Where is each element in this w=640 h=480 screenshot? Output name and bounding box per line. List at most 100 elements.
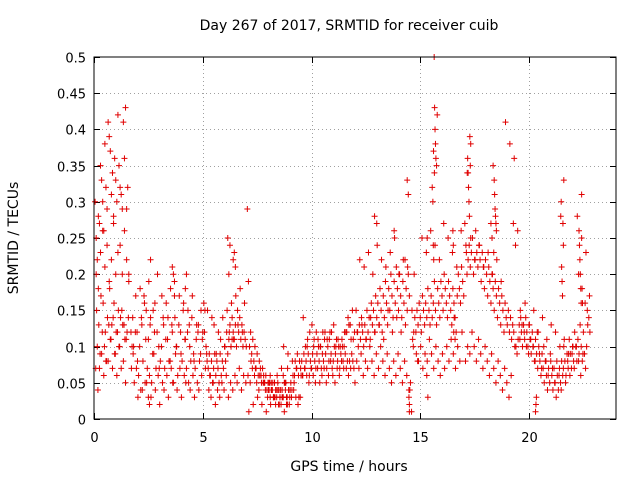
data-point xyxy=(440,307,447,314)
data-point xyxy=(514,350,521,357)
data-point xyxy=(418,329,425,336)
data-point xyxy=(363,336,370,343)
data-point xyxy=(536,350,543,357)
data-point xyxy=(356,256,363,263)
data-point xyxy=(439,350,446,357)
data-point xyxy=(261,379,268,386)
data-point xyxy=(171,314,178,321)
data-point xyxy=(259,365,266,372)
data-point xyxy=(517,307,524,314)
data-point xyxy=(94,256,101,263)
data-point xyxy=(546,379,553,386)
data-point xyxy=(195,387,202,394)
data-point xyxy=(574,213,581,220)
data-point xyxy=(406,387,413,394)
data-point xyxy=(374,242,381,249)
data-point xyxy=(369,271,376,278)
data-point xyxy=(377,343,384,350)
data-point xyxy=(395,350,402,357)
data-point xyxy=(258,401,265,408)
data-point xyxy=(486,278,493,285)
data-point xyxy=(169,263,176,270)
data-point xyxy=(360,343,367,350)
data-point xyxy=(484,358,491,365)
data-point xyxy=(130,350,137,357)
data-point xyxy=(169,379,176,386)
data-point xyxy=(582,249,589,256)
data-point xyxy=(193,336,200,343)
data-point xyxy=(114,329,121,336)
data-point xyxy=(571,329,578,336)
data-point xyxy=(466,350,473,357)
data-point xyxy=(485,263,492,270)
data-point xyxy=(552,329,559,336)
data-point xyxy=(256,372,263,379)
data-point xyxy=(174,387,181,394)
data-point xyxy=(451,314,458,321)
data-point xyxy=(241,300,248,307)
chart-title: Day 267 of 2017, SRMTID for receiver cui… xyxy=(200,18,499,34)
data-point xyxy=(456,358,463,365)
data-point xyxy=(428,292,435,299)
data-point xyxy=(234,307,241,314)
data-point xyxy=(99,198,106,205)
data-point xyxy=(233,343,240,350)
data-point xyxy=(152,365,159,372)
data-point xyxy=(268,387,275,394)
data-point xyxy=(186,343,193,350)
data-point xyxy=(433,321,440,328)
data-point xyxy=(327,358,334,365)
data-point xyxy=(492,278,499,285)
data-point xyxy=(578,191,585,198)
data-point xyxy=(136,343,143,350)
data-point xyxy=(154,271,161,278)
data-point xyxy=(560,242,567,249)
data-point xyxy=(109,365,116,372)
data-point xyxy=(430,148,437,155)
data-point xyxy=(231,249,238,256)
data-point xyxy=(263,408,270,415)
data-point xyxy=(98,177,105,184)
data-point xyxy=(490,249,497,256)
data-point xyxy=(445,358,452,365)
data-point xyxy=(380,292,387,299)
data-point xyxy=(441,271,448,278)
data-point xyxy=(100,372,107,379)
data-point xyxy=(435,358,442,365)
data-point xyxy=(316,379,323,386)
data-point xyxy=(225,271,232,278)
data-point xyxy=(577,321,584,328)
data-point xyxy=(123,206,130,213)
data-point xyxy=(107,148,114,155)
data-point xyxy=(431,169,438,176)
data-point xyxy=(450,300,457,307)
data-point xyxy=(373,314,380,321)
data-point xyxy=(430,256,437,263)
data-point xyxy=(371,213,378,220)
data-point xyxy=(490,162,497,169)
data-point xyxy=(341,329,348,336)
data-point xyxy=(101,140,108,147)
data-point xyxy=(324,336,331,343)
data-point xyxy=(393,263,400,270)
data-point xyxy=(250,401,257,408)
data-point xyxy=(371,372,378,379)
data-point xyxy=(289,358,296,365)
data-point xyxy=(222,358,229,365)
data-point xyxy=(549,365,556,372)
data-point xyxy=(205,387,212,394)
data-point xyxy=(189,292,196,299)
data-point xyxy=(365,329,372,336)
data-point xyxy=(190,350,197,357)
data-point xyxy=(218,379,225,386)
data-point xyxy=(247,329,254,336)
data-point xyxy=(329,365,336,372)
data-point xyxy=(132,292,139,299)
data-point xyxy=(156,401,163,408)
data-point xyxy=(155,372,162,379)
data-point xyxy=(492,379,499,386)
data-point xyxy=(405,191,412,198)
data-point xyxy=(374,300,381,307)
data-point xyxy=(194,329,201,336)
data-point xyxy=(436,314,443,321)
